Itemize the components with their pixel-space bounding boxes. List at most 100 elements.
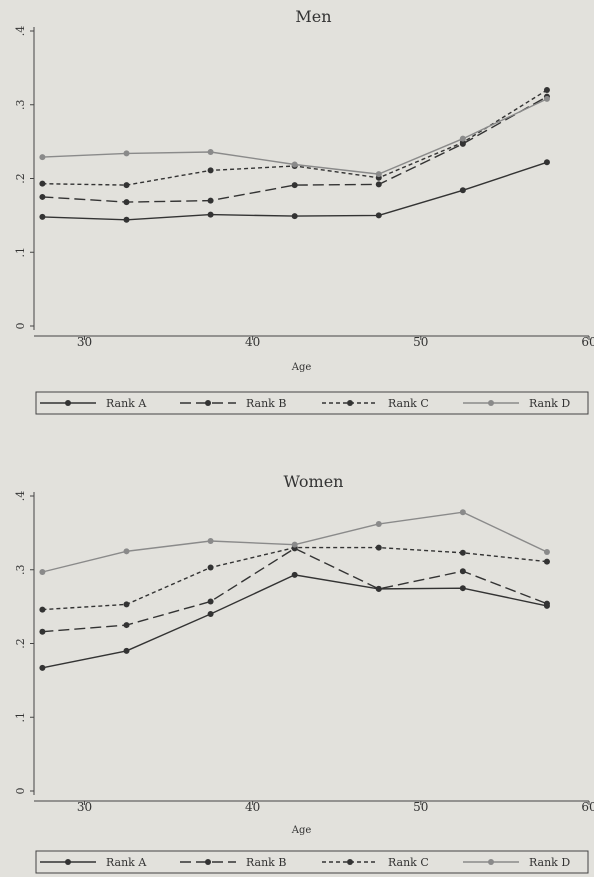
x-axis-label: Age <box>291 825 312 836</box>
legend-label: Rank B <box>246 856 286 869</box>
data-point <box>39 154 46 161</box>
data-point <box>459 187 466 194</box>
data-point <box>207 611 214 617</box>
legend-label: Rank D <box>529 397 570 410</box>
data-point <box>543 549 550 556</box>
data-point <box>291 182 298 189</box>
legend-item: Rank C <box>322 397 429 410</box>
data-point <box>207 598 214 605</box>
data-point <box>207 197 214 204</box>
series-line <box>42 546 548 611</box>
chart-title: Men <box>295 7 331 26</box>
data-point <box>543 600 550 607</box>
series-rank-b <box>39 93 550 206</box>
data-point <box>123 548 130 555</box>
legend-swatch-marker <box>488 859 494 865</box>
data-point <box>39 180 46 187</box>
data-point <box>543 95 550 102</box>
data-point <box>39 213 46 220</box>
x-axis-label: Age <box>291 362 312 373</box>
data-point <box>123 601 130 608</box>
legend-swatch-marker <box>205 859 211 865</box>
data-point <box>123 182 130 189</box>
legend: Rank A Rank B Rank C Rank D <box>35 391 589 415</box>
data-point <box>375 212 382 219</box>
data-point <box>459 568 466 575</box>
legend-item: Rank D <box>463 397 570 410</box>
legend-box <box>35 391 589 415</box>
data-point <box>207 167 214 174</box>
data-point <box>459 585 466 592</box>
x-tick-label: 60 <box>581 800 594 814</box>
data-point <box>39 193 46 200</box>
x-tick-label: 40 <box>245 335 260 349</box>
y-tick-label: .4 <box>14 26 27 37</box>
x-tick-label: 50 <box>413 800 428 814</box>
data-point <box>375 181 382 188</box>
series-line <box>42 574 548 669</box>
data-point <box>207 564 214 571</box>
data-point <box>291 213 298 220</box>
y-tick-label: .1 <box>14 712 27 723</box>
data-point <box>543 87 550 93</box>
data-point <box>543 558 550 565</box>
data-point <box>375 521 382 528</box>
legend-swatch-marker <box>205 400 211 406</box>
chart-title: Women <box>284 472 344 491</box>
series-rank-d <box>39 509 550 575</box>
legend-label: Rank C <box>388 397 429 410</box>
legend-label: Rank B <box>246 397 286 410</box>
data-point <box>207 211 214 218</box>
legend-item: Rank A <box>40 397 147 410</box>
legend-item: Rank B <box>180 397 286 410</box>
y-tick-label: 0 <box>14 323 27 330</box>
series-rank-d <box>39 95 550 178</box>
series-line <box>42 161 548 221</box>
data-point <box>39 664 46 671</box>
data-point <box>375 544 382 551</box>
legend-swatch-marker <box>65 400 71 406</box>
data-point <box>39 568 46 575</box>
legend-label: Rank D <box>529 856 570 869</box>
series-line <box>42 89 548 186</box>
data-point <box>459 509 466 516</box>
legend-box <box>35 850 589 874</box>
legend-label: Rank C <box>388 856 429 869</box>
y-tick-label: .2 <box>14 173 27 184</box>
y-tick-label: .3 <box>14 100 27 111</box>
series-rank-c <box>39 544 550 613</box>
legend-item: Rank D <box>463 856 570 869</box>
legend-label: Rank A <box>106 856 147 869</box>
legend-label: Rank A <box>106 397 147 410</box>
data-point <box>291 161 298 168</box>
data-point <box>123 199 130 206</box>
y-tick-label: .4 <box>14 491 27 502</box>
legend-item: Rank B <box>180 856 286 869</box>
legend-item: Rank C <box>322 856 429 869</box>
data-point <box>39 628 46 635</box>
y-tick-label: .2 <box>14 638 27 649</box>
data-point <box>375 171 382 178</box>
data-point <box>123 216 130 223</box>
x-tick-label: 30 <box>77 335 92 349</box>
legend-swatch-marker <box>65 859 71 865</box>
data-point <box>459 549 466 556</box>
data-point <box>375 585 382 592</box>
y-tick-label: .1 <box>14 247 27 258</box>
legend-swatch-marker <box>488 400 494 406</box>
data-point <box>207 148 214 155</box>
data-point <box>543 159 550 166</box>
series-rank-c <box>39 87 550 189</box>
data-point <box>207 537 214 544</box>
x-tick-label: 50 <box>413 335 428 349</box>
series-rank-a <box>39 159 550 223</box>
data-point <box>291 571 298 578</box>
data-point <box>291 541 298 548</box>
data-point <box>123 150 130 157</box>
data-point <box>39 606 46 613</box>
y-tick-label: .3 <box>14 565 27 576</box>
data-point <box>123 647 130 654</box>
